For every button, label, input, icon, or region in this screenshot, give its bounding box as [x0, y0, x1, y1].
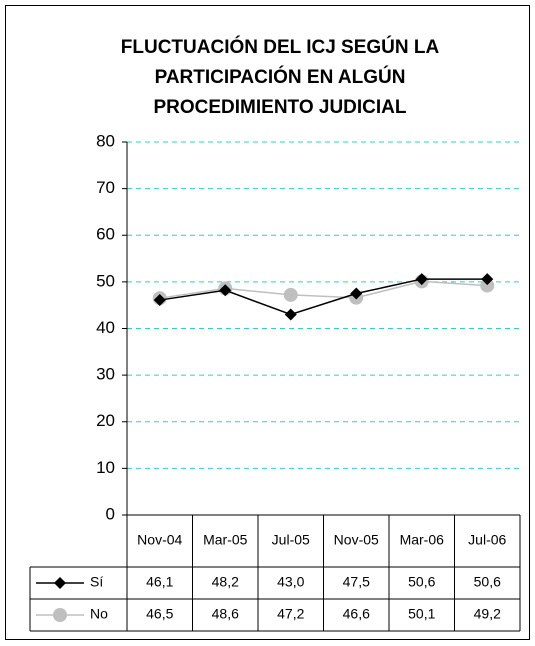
x-tick-label: Mar-05 [203, 532, 248, 548]
legend-label: Sí [90, 574, 103, 590]
y-tick-label: 0 [106, 504, 115, 523]
y-tick-label: 40 [96, 318, 115, 337]
data-label: 50,6 [474, 574, 501, 590]
legend-label: No [90, 606, 108, 622]
x-tick-label: Jul-05 [272, 532, 310, 548]
point [350, 287, 363, 300]
point [415, 273, 428, 286]
point [481, 273, 494, 286]
y-tick-label: 60 [96, 225, 115, 244]
point [153, 294, 166, 307]
data-label: 46,5 [146, 606, 173, 622]
y-tick-label: 50 [96, 271, 115, 290]
point [480, 278, 495, 293]
data-label: 47,5 [343, 574, 370, 590]
data-label: 46,1 [146, 574, 173, 590]
x-tick-label: Nov-05 [334, 532, 379, 548]
data-label: 49,2 [474, 606, 501, 622]
data-label: 50,1 [408, 606, 435, 622]
y-tick-label: 80 [96, 131, 115, 150]
series-line [159, 278, 488, 316]
data-label: 43,0 [277, 574, 304, 590]
data-label: 46,6 [343, 606, 370, 622]
y-tick-label: 10 [96, 458, 115, 477]
x-tick-label: Jul-06 [468, 532, 506, 548]
chart-title: FLUCTUACIÓN DEL ICJ SEGÚN LA [121, 36, 440, 58]
data-label: 50,6 [408, 574, 435, 590]
x-tick-label: Nov-04 [137, 532, 182, 548]
legend-marker [54, 577, 66, 589]
point [284, 308, 297, 321]
x-tick-label: Mar-06 [400, 532, 445, 548]
y-tick-label: 30 [96, 365, 115, 384]
data-label: 47,2 [277, 606, 304, 622]
y-tick-label: 20 [96, 411, 115, 430]
point [219, 284, 232, 297]
data-label: 48,6 [212, 606, 239, 622]
chart-border [5, 5, 530, 640]
point [283, 287, 298, 302]
data-label: 48,2 [212, 574, 239, 590]
series-line [159, 280, 488, 299]
legend-marker [53, 608, 67, 622]
y-tick-label: 70 [96, 178, 115, 197]
chart-title: PROCEDIMIENTO JUDICIAL [153, 97, 406, 118]
chart-title: PARTICIPACIÓN EN ALGÚN [155, 66, 406, 88]
